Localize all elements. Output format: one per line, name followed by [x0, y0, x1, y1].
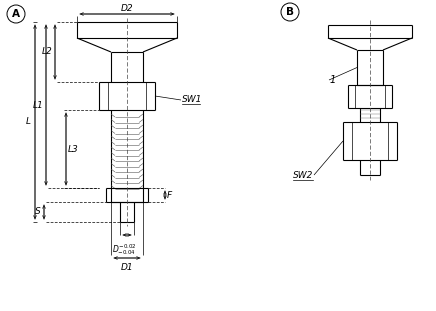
Text: D1: D1	[121, 263, 133, 272]
Text: L3: L3	[68, 145, 79, 154]
Text: S: S	[35, 207, 41, 216]
Text: SW1: SW1	[182, 95, 202, 104]
Text: L2: L2	[41, 48, 52, 57]
Text: F: F	[167, 191, 172, 199]
Text: $D^{-0.02}_{-0.04}$: $D^{-0.02}_{-0.04}$	[112, 242, 136, 257]
Text: B: B	[286, 7, 294, 17]
Text: 1: 1	[330, 75, 336, 85]
Text: SW2: SW2	[293, 170, 313, 179]
Text: A: A	[12, 9, 20, 19]
Text: L1: L1	[32, 100, 43, 109]
Text: D2: D2	[121, 4, 133, 13]
Text: L: L	[26, 118, 31, 127]
